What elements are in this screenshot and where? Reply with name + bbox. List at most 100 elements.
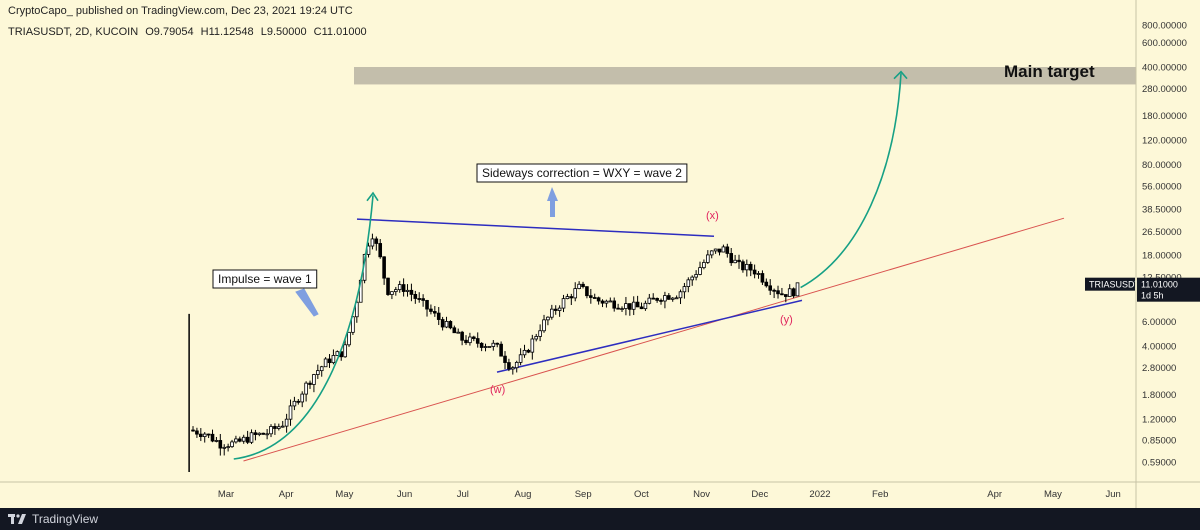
ohlc-close: C11.01000: [313, 26, 367, 38]
channel-lower-line: [496, 299, 803, 373]
candle-body: [616, 307, 620, 310]
candle-body: [795, 282, 800, 297]
price-tick-label: 2.80000: [1142, 363, 1176, 374]
candle-body: [612, 300, 617, 309]
candle-body: [713, 248, 718, 252]
candle-body: [604, 300, 609, 304]
price-tick-label: 38.50000: [1142, 204, 1182, 215]
candle-body: [405, 289, 410, 292]
candle-body: [631, 301, 636, 310]
price-tick-label: 1.20000: [1142, 414, 1176, 425]
candle-body: [413, 294, 418, 299]
candle-body: [787, 288, 792, 297]
candle-body: [752, 269, 757, 275]
candle-body: [343, 344, 347, 358]
candle-body: [409, 289, 414, 295]
candle-body: [647, 297, 652, 304]
candle-body: [241, 436, 246, 442]
symbol-name[interactable]: TRIASUSDT, 2D, KUCOIN: [8, 26, 139, 38]
candle-body: [659, 300, 663, 302]
candle-body: [589, 295, 593, 298]
candle-body: [273, 426, 277, 429]
candle-body: [296, 400, 301, 403]
candle-body: [581, 283, 585, 288]
impulse-annotation: Impulse = wave 1: [212, 269, 318, 289]
candle-body: [546, 316, 550, 321]
candle-body: [592, 297, 597, 299]
candle-body: [386, 277, 390, 295]
candle-body: [452, 327, 457, 334]
price-tick-label: 180.00000: [1142, 111, 1187, 122]
candle-body: [195, 430, 199, 435]
candle-body: [503, 355, 507, 363]
candle-body: [280, 425, 285, 428]
price-tick-label: 80.00000: [1142, 160, 1182, 171]
wave-x-label: (x): [706, 210, 719, 222]
candle-body: [565, 296, 570, 300]
candle-body: [569, 296, 574, 299]
candle-body: [202, 433, 207, 438]
candle-body: [347, 331, 351, 346]
ohlc-low: L9.50000: [260, 26, 307, 38]
time-tick-label: Apr: [279, 489, 294, 500]
candle-body: [448, 321, 453, 329]
candle-body: [214, 440, 219, 442]
candle-body: [230, 441, 234, 448]
candle-body: [370, 238, 375, 247]
footer-brand[interactable]: TradingView: [32, 512, 99, 526]
candle-body: [253, 432, 258, 435]
candle-body: [460, 331, 464, 341]
candle-body: [663, 295, 667, 302]
channel-upper-line: [356, 218, 715, 237]
time-tick-label: Jun: [1105, 489, 1120, 500]
price-tick-label: 120.00000: [1142, 135, 1187, 146]
candle-body: [628, 303, 632, 310]
candle-body: [655, 297, 659, 301]
candlestick-series: [188, 233, 800, 473]
time-tick-label: Apr: [987, 489, 1002, 500]
time-tick-label: Feb: [872, 489, 888, 500]
price-tick-label: 6.00000: [1142, 317, 1176, 328]
time-tick-label: 2022: [809, 489, 830, 500]
candle-body: [772, 289, 776, 292]
candle-body: [456, 331, 461, 334]
candle-body: [756, 273, 761, 275]
candle-body: [390, 291, 394, 295]
candle-body: [483, 346, 488, 348]
candle-body: [768, 285, 773, 291]
candle-body: [401, 284, 406, 292]
candle-body: [382, 256, 386, 279]
candle-body: [557, 307, 562, 311]
price-tick-label: 56.00000: [1142, 182, 1182, 193]
candle-body: [667, 295, 671, 300]
candle-body: [698, 267, 702, 275]
tradingview-logo-icon[interactable]: [8, 514, 26, 524]
candle-body: [397, 284, 402, 291]
time-tick-label: Jul: [457, 489, 469, 500]
candle-body: [725, 246, 730, 254]
candle-body: [436, 312, 441, 320]
publisher-bar: CryptoCapo_ published on TradingView.com…: [0, 0, 1200, 22]
candle-body: [335, 351, 340, 356]
correction-pointer-arrow: [547, 187, 558, 217]
time-tick-label: Mar: [218, 489, 234, 500]
price-tag-countdown: 1d 5h: [1141, 291, 1164, 301]
candle-body: [690, 276, 695, 281]
candle-body: [292, 400, 297, 407]
price-tick-label: 280.00000: [1142, 84, 1187, 95]
candle-body: [495, 342, 500, 345]
correction-annotation: Sideways correction = WXY = wave 2: [476, 163, 688, 183]
candle-body: [440, 319, 445, 328]
candle-body: [620, 308, 624, 310]
candle-body: [499, 343, 503, 357]
candle-body: [429, 308, 433, 312]
correction-label: Sideways correction = WXY = wave 2: [482, 166, 682, 180]
candle-body: [475, 338, 480, 344]
candle-body: [323, 358, 328, 368]
candle-body: [417, 298, 422, 300]
candle-body: [234, 438, 238, 443]
candle-body: [733, 259, 737, 264]
candle-body: [425, 300, 429, 310]
candle-body: [721, 246, 726, 253]
